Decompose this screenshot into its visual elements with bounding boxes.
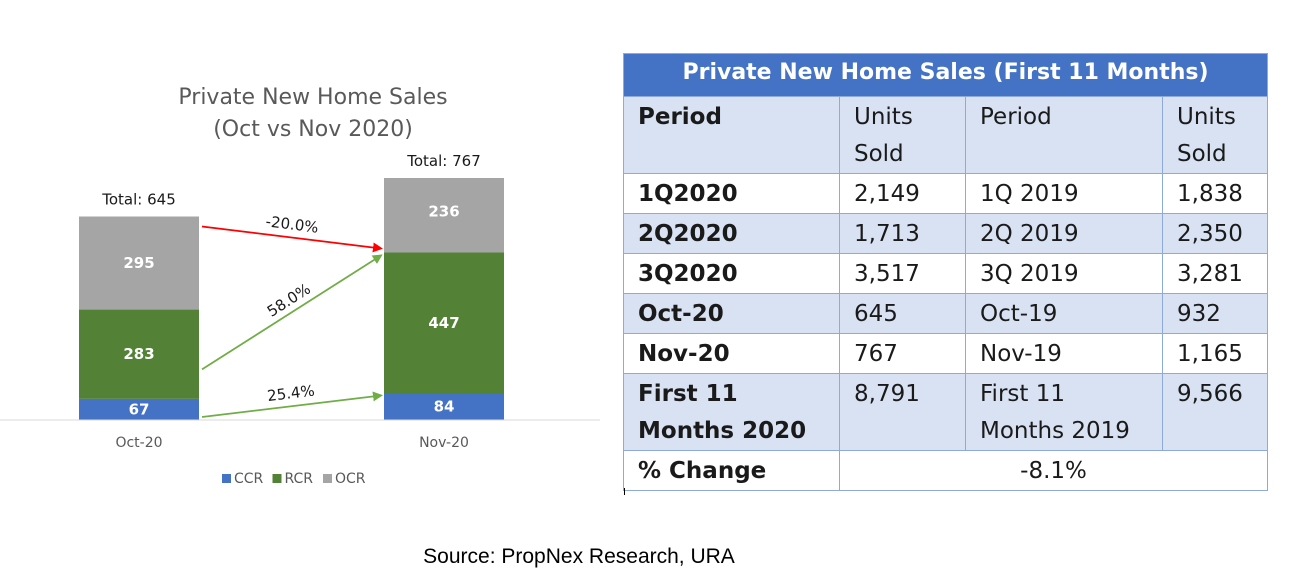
table-row: 1Q2020 2,149 1Q 2019 1,838 [623,173,1269,214]
row-period: 1Q2020 [623,173,840,214]
data-label-ccr: 67 [129,400,150,418]
chart-legend: CCR RCR OCR [222,471,366,487]
legend-swatch-ocr [323,474,332,483]
row-units: 767 [839,333,966,374]
legend-swatch-ccr [222,474,231,483]
arrows-layer: -20.0%58.0%25.4% [201,212,383,418]
table-row: 2Q2020 1,713 2Q 2019 2,350 [623,213,1269,254]
header-units-sold: Units Sold [839,96,966,174]
table-change-row: % Change -8.1% [623,450,1269,491]
row-units-prev: 9,566 [1161,373,1269,451]
table-header-row: Period Units Sold Period Units Sold [623,96,1269,174]
header-units-sold-prev: Units Sold [1161,96,1269,174]
change-arrow-rcr [201,254,383,371]
change-arrow-ocr [201,225,383,253]
row-period-prev: Nov-19 [965,333,1163,374]
chart-title: Private New Home Sales [178,85,447,110]
legend-label-ccr: CCR [234,471,264,487]
table-row: 3Q2020 3,517 3Q 2019 3,281 [623,253,1269,294]
row-period: Nov-20 [623,333,840,374]
data-label-ocr: 295 [123,254,154,272]
row-units: 3,517 [839,253,966,294]
change-label: % Change [623,450,840,491]
row-period: First 11 Months 2020 [623,373,840,451]
row-units: 645 [839,293,966,334]
row-units-prev: 1,838 [1161,173,1269,214]
data-label-rcr: 447 [428,314,459,332]
row-period-prev: Oct-19 [965,293,1163,334]
legend-swatch-rcr [272,474,282,483]
data-label-ocr: 236 [428,203,459,221]
row-period-prev: 3Q 2019 [965,253,1163,294]
row-period-prev: 2Q 2019 [965,213,1163,254]
bar-rcr-oct-20 [79,309,199,399]
row-period-prev: 1Q 2019 [965,173,1163,214]
row-units-prev: 932 [1161,293,1269,334]
legend-label-rcr: RCR [285,471,314,487]
bar-ocr-nov-20 [384,178,504,253]
row-units: 1,713 [839,213,966,254]
sales-table: Private New Home Sales (First 11 Months)… [622,53,1269,491]
header-period-prev: Period [965,96,1163,174]
bar-ocr-oct-20 [79,216,199,310]
row-units-prev: 3,281 [1161,253,1269,294]
source-note: Source: PropNex Research, URA [423,545,735,568]
bar-ccr-oct-20 [79,398,199,420]
bars-layer [79,178,504,420]
data-label-ccr: 84 [434,398,455,416]
row-units: 8,791 [839,373,966,451]
change-label-ccr: 25.4% [266,381,315,405]
chart-subtitle: (Oct vs Nov 2020) [213,117,413,142]
total-label: Total: 767 [406,152,480,170]
change-value: -8.1% [838,450,1269,491]
legend-label-ocr: OCR [335,471,366,487]
row-units-prev: 2,350 [1161,213,1269,254]
bar-ccr-nov-20 [384,393,504,420]
total-label: Total: 645 [101,190,175,208]
table-title: Private New Home Sales (First 11 Months) [622,53,1269,97]
table-row: First 11 Months 2020 8,791 First 11 Mont… [623,373,1269,451]
row-units-prev: 1,165 [1161,333,1269,374]
table-row: Nov-20 767 Nov-19 1,165 [623,333,1269,374]
text-cursor-mark [624,488,625,495]
table-row: Oct-20 645 Oct-19 932 [623,293,1269,334]
row-units: 2,149 [839,173,966,214]
row-period: 2Q2020 [623,213,840,254]
row-period: Oct-20 [623,293,840,334]
labels-layer: 67 283 295 Total: 645 Oct-20 84 447 236 Total: 7… [101,152,480,451]
change-arrow-ccr [201,391,383,418]
x-tick-label: Oct-20 [115,435,162,451]
data-label-rcr: 283 [123,345,154,363]
stacked-bar-chart: Private New Home Sales (Oct vs Nov 2020)… [0,85,600,487]
row-period: 3Q2020 [623,253,840,294]
bar-rcr-nov-20 [384,252,504,394]
change-label-ocr: -20.0% [265,212,320,236]
header-period: Period [623,96,840,174]
x-tick-label: Nov-20 [419,435,469,451]
row-period-prev: First 11 Months 2019 [965,373,1163,451]
